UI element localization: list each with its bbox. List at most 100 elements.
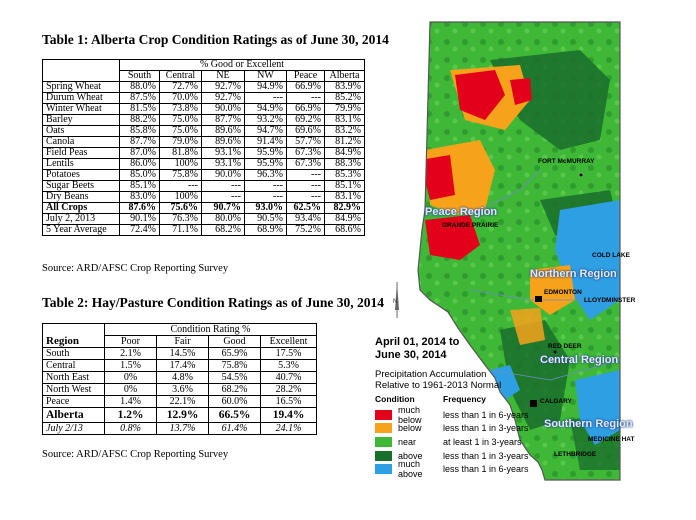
table1-column-header: Central bbox=[159, 70, 202, 82]
legend-frequency: at least 1 in 3-years bbox=[443, 436, 522, 447]
row-label: Field Peas bbox=[42, 147, 120, 159]
table-cell: 83.2% bbox=[323, 125, 366, 137]
table-cell: 90.1% bbox=[119, 213, 160, 225]
row-label: Sugar Beets bbox=[42, 180, 120, 192]
table-row: North West 0% 3.6% 68.2% 28.2% bbox=[42, 383, 317, 396]
table-cell: 61.4% bbox=[208, 422, 261, 435]
table1-column-header: NE bbox=[201, 70, 245, 82]
edmonton-label: EDMONTON bbox=[544, 289, 582, 296]
table-cell: 85.1% bbox=[323, 180, 366, 192]
row-label: July 2, 2013 bbox=[42, 213, 120, 225]
table-cell: 89.6% bbox=[201, 125, 245, 137]
legend-swatch bbox=[375, 464, 392, 475]
table-cell: 85.0% bbox=[119, 169, 160, 181]
table-cell: 71.1% bbox=[159, 224, 202, 236]
row-label: Alberta bbox=[42, 407, 105, 423]
table-row: Canola 87.7% 79.0% 89.6% 91.4% 57.7% 81.2% bbox=[42, 136, 366, 148]
table1-corner bbox=[42, 59, 120, 71]
table-cell: 83.9% bbox=[323, 81, 366, 93]
row-label: Canola bbox=[42, 136, 120, 148]
row-label: Winter Wheat bbox=[42, 103, 120, 115]
grande-prairie-label: GRANDE PRAIRIE bbox=[442, 222, 499, 229]
table-cell: 75.8% bbox=[159, 169, 202, 181]
calgary-marker-icon bbox=[530, 400, 537, 407]
table-cell: 94.7% bbox=[244, 125, 287, 137]
table-cell: 85.1% bbox=[119, 180, 160, 192]
legend-swatch bbox=[375, 423, 392, 434]
table-cell: --- bbox=[244, 180, 287, 192]
table-row: Winter Wheat 81.5% 73.8% 90.0% 94.9% 66.9% 79.… bbox=[42, 103, 366, 115]
table-cell: 68.2% bbox=[208, 383, 261, 396]
table-cell: 87.6% bbox=[119, 202, 160, 214]
table-row: Durum Wheat 87.5% 70.0% 92.7% --- --- 85.2% bbox=[42, 92, 366, 104]
table-cell: 94.9% bbox=[244, 103, 287, 115]
table2-column-header: Excellent bbox=[260, 335, 317, 348]
table-cell: 66.9% bbox=[286, 103, 325, 115]
legend-condition-header: Condition bbox=[375, 394, 415, 404]
calgary-label: CALGARY bbox=[540, 398, 572, 405]
table-cell: 96.3% bbox=[244, 169, 287, 181]
row-label: North East bbox=[42, 371, 105, 384]
row-label: All Crops bbox=[42, 202, 120, 214]
table-cell: 93.2% bbox=[244, 114, 287, 126]
table-cell: 85.3% bbox=[323, 169, 366, 181]
northern-region-label: Northern Region bbox=[530, 268, 617, 280]
table-cell: 69.2% bbox=[286, 114, 325, 126]
table-cell: 86.0% bbox=[119, 158, 160, 170]
table-cell: 1.4% bbox=[104, 395, 157, 408]
table-cell: 95.9% bbox=[244, 158, 287, 170]
table-cell: 12.9% bbox=[156, 407, 209, 423]
table-cell: 85.2% bbox=[323, 92, 366, 104]
table-cell: 75.0% bbox=[159, 114, 202, 126]
legend-item: much below less than 1 in 6-years bbox=[375, 405, 529, 425]
table-cell: --- bbox=[244, 191, 287, 203]
map-subtitle-line1: Precipitation Accumulation bbox=[375, 369, 487, 380]
row-label: Oats bbox=[42, 125, 120, 137]
edmonton-marker-icon bbox=[535, 296, 542, 302]
table-cell: 40.7% bbox=[260, 371, 317, 384]
table-cell: 54.5% bbox=[208, 371, 261, 384]
table-cell: 28.2% bbox=[260, 383, 317, 396]
table-cell: 90.0% bbox=[201, 103, 245, 115]
table-cell: 88.0% bbox=[119, 81, 160, 93]
table1-column-header: Peace bbox=[286, 70, 325, 82]
svg-text:N: N bbox=[393, 299, 397, 305]
table-cell: 92.7% bbox=[201, 92, 245, 104]
table-cell: 76.3% bbox=[159, 213, 202, 225]
table-cell: --- bbox=[286, 191, 325, 203]
legend-label: near bbox=[398, 436, 417, 447]
table2-title: Table 2: Hay/Pasture Condition Ratings a… bbox=[42, 295, 385, 310]
table-cell: --- bbox=[286, 92, 325, 104]
table-row: Lentils 86.0% 100% 93.1% 95.9% 67.3% 88.3% bbox=[42, 158, 366, 170]
table2-column-header: Poor bbox=[104, 335, 157, 348]
table-cell: 90.0% bbox=[201, 169, 245, 181]
table-cell: 66.5% bbox=[208, 407, 261, 423]
legend-item: below less than 1 in 3-years bbox=[375, 422, 529, 436]
table-cell: --- bbox=[286, 169, 325, 181]
table2-corner bbox=[42, 323, 105, 336]
table-cell: 90.5% bbox=[244, 213, 287, 225]
table-row: Peace 1.4% 22.1% 60.0% 16.5% bbox=[42, 395, 317, 408]
table-cell: 2.1% bbox=[104, 347, 157, 360]
table-cell: 75.6% bbox=[159, 202, 202, 214]
southern-region-label: Southern Region bbox=[544, 418, 633, 430]
table-cell: --- bbox=[286, 180, 325, 192]
table-cell: 65.9% bbox=[208, 347, 261, 360]
table-cell: 24.1% bbox=[260, 422, 317, 435]
row-label: Barley bbox=[42, 114, 120, 126]
table1-column-header: Alberta bbox=[323, 70, 366, 82]
table-cell: 88.2% bbox=[119, 114, 160, 126]
table-cell: 100% bbox=[159, 191, 202, 203]
table-cell: 14.5% bbox=[156, 347, 209, 360]
table-cell: 100% bbox=[159, 158, 202, 170]
legend-item: much above less than 1 in 6-years bbox=[375, 459, 529, 479]
table-cell: --- bbox=[244, 92, 287, 104]
table-cell: 60.0% bbox=[208, 395, 261, 408]
table-row: North East 0% 4.8% 54.5% 40.7% bbox=[42, 371, 317, 384]
table-cell: 62.5% bbox=[286, 202, 325, 214]
table-cell: 57.7% bbox=[286, 136, 325, 148]
table-cell: 87.7% bbox=[119, 136, 160, 148]
table-cell: 0% bbox=[104, 383, 157, 396]
table2-region-header: Region bbox=[42, 335, 105, 348]
medicine-hat-label: MEDICINE HAT bbox=[588, 436, 635, 443]
